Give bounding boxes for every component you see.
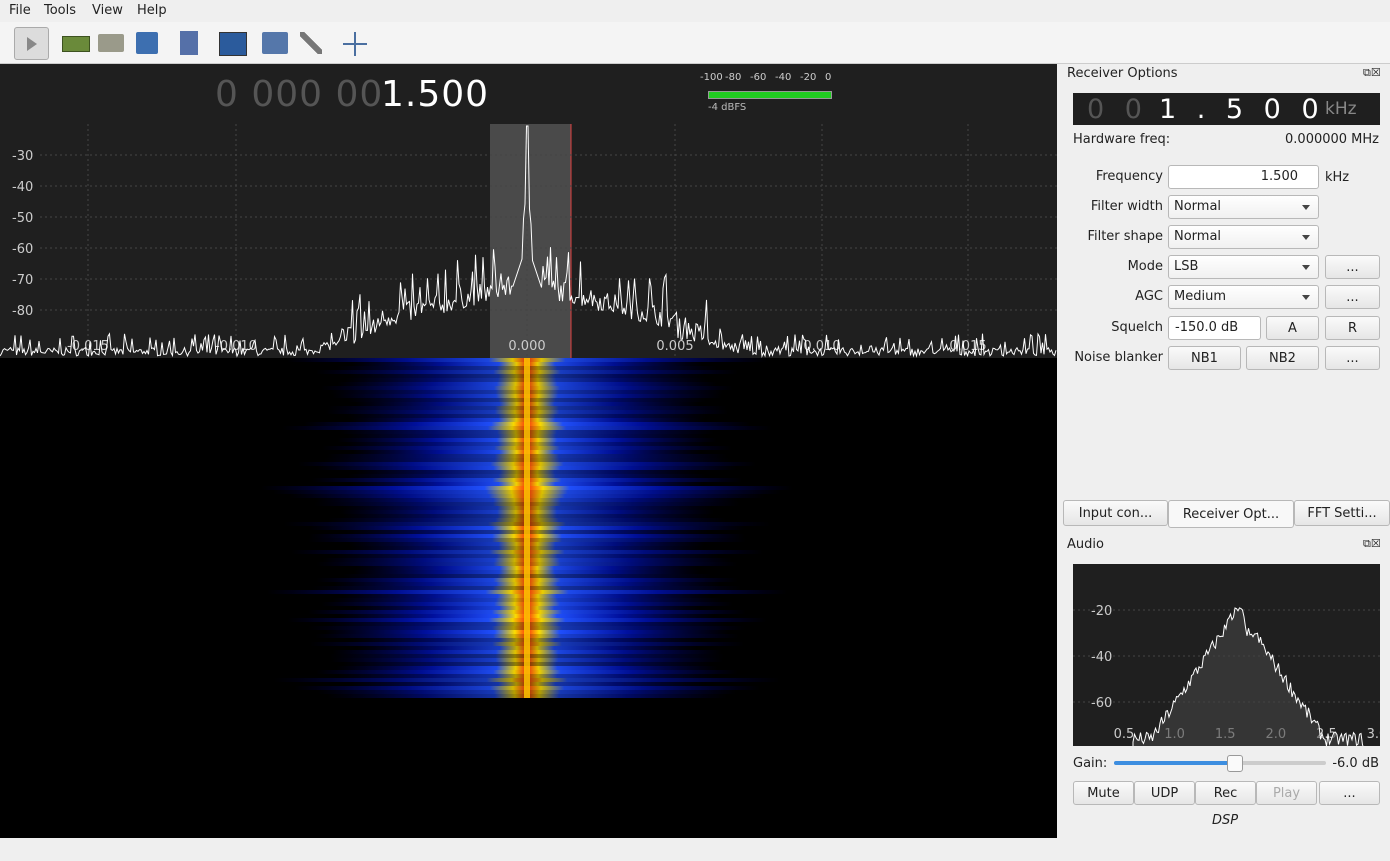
status-bar (0, 839, 1390, 861)
remote-icon[interactable] (262, 32, 288, 54)
value: 1.500 (1260, 169, 1298, 184)
nb1[interactable]: NB1 (1168, 346, 1241, 370)
tab[interactable]: FFT Setti... (1294, 500, 1390, 526)
mode[interactable]: LSB (1168, 255, 1319, 279)
meter-scale: -100 (700, 72, 723, 83)
spectrum-icon[interactable] (219, 32, 247, 56)
squelch-spin[interactable]: -150.0 dB (1168, 316, 1261, 340)
spectrum-plot: -30-40-50-60-70-80-0.015 -0.010 0.000 0.005… (0, 124, 1057, 358)
label: AGC (1135, 289, 1163, 304)
carrier-line (524, 358, 530, 698)
fullscreen-icon[interactable] (343, 32, 367, 56)
meter-scale: -60 (750, 72, 767, 83)
y-label: -70 (12, 273, 33, 288)
x-label: 3.0 (1367, 727, 1380, 742)
label: Frequency (1095, 169, 1163, 184)
freq-dim: 0 000 00 (215, 74, 384, 115)
nb2[interactable]: NB2 (1246, 346, 1319, 370)
filter-band[interactable] (490, 124, 571, 358)
gain-track (1114, 761, 1326, 765)
menu-tools[interactable]: Tools (44, 3, 77, 18)
open-icon[interactable] (98, 34, 124, 52)
label: Noise blanker (1074, 350, 1163, 365)
bookmark-icon[interactable] (180, 31, 198, 55)
waterfall (0, 358, 1057, 838)
label: Filter shape (1087, 229, 1163, 244)
y-label: -60 (1091, 696, 1112, 711)
y-label: -20 (1091, 604, 1112, 619)
audio-trace (1132, 607, 1364, 746)
lcd-unit: kHz (1325, 99, 1357, 119)
x-label: 0.000 (508, 339, 545, 354)
audio-fft: -20-40-600.51.01.52.02.53.0 (1073, 564, 1380, 746)
udp[interactable]: UDP (1134, 781, 1195, 805)
meter-scale: -40 (775, 72, 792, 83)
agc-more[interactable]: ... (1325, 285, 1380, 309)
nb-more[interactable]: ... (1325, 346, 1380, 370)
signal-meter: -4 dBFS -100 -80 -60 -40 -20 0 (700, 72, 840, 117)
save-icon[interactable] (136, 32, 158, 54)
dsp-label: DSP (1212, 813, 1239, 828)
side-panel: Receiver Options ⧉☒ 0 0 1 . 5 0 0 kHz Ha… (1058, 64, 1390, 838)
meter-scale: -80 (725, 72, 742, 83)
rec[interactable]: Rec (1195, 781, 1256, 805)
meter-scale: -20 (800, 72, 817, 83)
toolbar (0, 22, 1390, 64)
y-label: -60 (12, 242, 33, 257)
freq-spin[interactable]: 1.500 (1168, 165, 1319, 189)
hw-freq-label: Hardware freq: (1073, 132, 1171, 147)
y-label: -30 (12, 149, 33, 164)
agc[interactable]: Medium (1168, 285, 1319, 309)
x-label: 0.010 (803, 339, 840, 354)
freq-header: 0 000 00 1.500 -4 dBFS -100 -80 -60 -40 -20 0 (0, 64, 1057, 124)
y-label: -40 (1091, 650, 1112, 665)
gain-value: -6.0 dB (1332, 756, 1379, 771)
filter-width[interactable]: Normal (1168, 195, 1319, 219)
filter-shape[interactable]: Normal (1168, 225, 1319, 249)
x-label: 0.5 (1114, 727, 1135, 742)
device-icon[interactable] (62, 36, 90, 52)
menu-bar: File Tools View Help (0, 0, 1390, 22)
meter-reading: -4 dBFS (708, 102, 747, 113)
label: Filter width (1090, 199, 1163, 214)
tab-active[interactable]: Receiver Opt... (1168, 500, 1294, 528)
panel-buttons[interactable]: ⧉☒ (1363, 537, 1381, 550)
y-label: -40 (12, 180, 33, 195)
x-label: 0.005 (656, 339, 693, 354)
play: Play (1256, 781, 1317, 805)
label: Squelch (1111, 320, 1163, 335)
x-label: -0.015 (67, 339, 109, 354)
lcd-bright[interactable]: 1 . 5 0 0 (1159, 94, 1325, 125)
audio-more[interactable]: ... (1319, 781, 1380, 805)
y-label: -50 (12, 211, 33, 226)
meter-bar (708, 91, 832, 99)
menu-view[interactable]: View (92, 3, 123, 18)
lcd: 0 0 1 . 5 0 0 kHz (1073, 93, 1380, 125)
y-label: -80 (12, 304, 33, 319)
menu-file[interactable]: File (9, 3, 31, 18)
squelch-a[interactable]: A (1266, 316, 1319, 340)
hw-freq: 0.000000 MHz (1285, 132, 1379, 147)
settings-icon[interactable] (300, 32, 322, 54)
panel-title: Receiver Options (1067, 66, 1178, 81)
menu-help[interactable]: Help (137, 3, 167, 18)
label: Mode (1127, 259, 1163, 274)
mute[interactable]: Mute (1073, 781, 1134, 805)
meter-scale: 0 (825, 72, 832, 83)
mode-more[interactable]: ... (1325, 255, 1380, 279)
gain-label: Gain: (1073, 756, 1108, 771)
panel-buttons[interactable]: ⧉☒ (1363, 66, 1381, 79)
unit: kHz (1325, 170, 1350, 185)
tab[interactable]: Input con... (1063, 500, 1168, 526)
gain-handle[interactable] (1227, 755, 1243, 772)
spectrum-trace (0, 125, 1057, 358)
squelch-r[interactable]: R (1325, 316, 1380, 340)
freq-bright[interactable]: 1.500 (381, 74, 490, 115)
lcd-dim: 0 0 (1087, 94, 1148, 125)
audio-title: Audio (1067, 537, 1104, 552)
play-button[interactable] (14, 27, 49, 60)
